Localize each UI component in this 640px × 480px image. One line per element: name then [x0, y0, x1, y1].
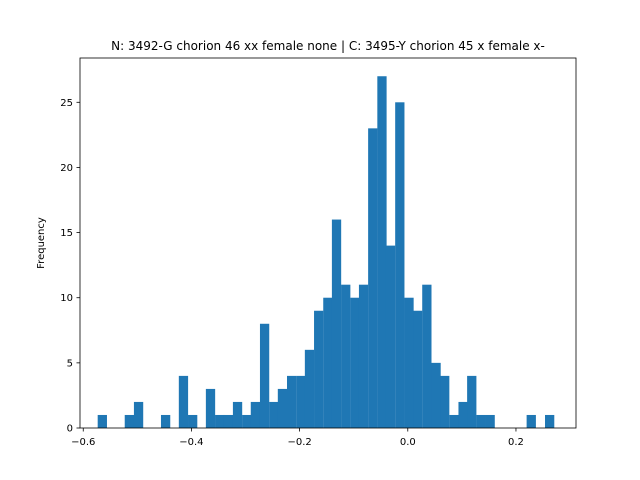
- histogram-bar: [331, 219, 342, 428]
- histogram-bar: [485, 414, 495, 428]
- x-tick-label: 0.2: [508, 437, 524, 448]
- x-tick-label: −0.2: [287, 437, 311, 448]
- histogram-bar: [178, 375, 189, 428]
- histogram-bar: [269, 401, 279, 428]
- histogram-bar: [458, 401, 468, 428]
- x-tick-label: 0.0: [400, 437, 416, 448]
- y-axis-label: Frequency: [36, 217, 47, 269]
- histogram-bar: [223, 414, 233, 428]
- histogram-bar: [188, 414, 198, 428]
- histogram-bar: [304, 349, 315, 428]
- histogram-bar: [97, 414, 107, 428]
- histogram-bar: [385, 245, 396, 428]
- histogram-bar: [160, 414, 171, 428]
- y-tick-label: 15: [60, 228, 73, 239]
- y-tick-label: 0: [67, 424, 73, 435]
- histogram-bar: [323, 297, 333, 428]
- histogram-bar: [350, 297, 360, 428]
- histogram-bar: [440, 375, 450, 428]
- histogram-bar: [277, 388, 288, 428]
- y-tick-label: 10: [60, 293, 73, 304]
- histogram-bar: [215, 414, 225, 428]
- plot-frame: [79, 57, 577, 429]
- histogram-bar: [232, 401, 243, 428]
- histogram-bar: [413, 310, 423, 428]
- x-tick-label: −0.6: [71, 437, 95, 448]
- histogram-bar: [368, 128, 378, 428]
- histogram-bar: [314, 310, 324, 428]
- histogram-bar: [526, 414, 536, 428]
- chart-title: N: 3492-G chorion 46 xx female none | C:…: [111, 39, 545, 53]
- histogram-bar: [377, 76, 387, 429]
- histogram-bar: [449, 414, 459, 428]
- histogram-bars: [97, 76, 555, 429]
- histogram-bar: [287, 375, 297, 428]
- histogram-bar: [296, 375, 306, 428]
- histogram-bar: [242, 414, 252, 428]
- histogram-bar: [395, 102, 405, 429]
- histogram-bar: [358, 284, 369, 428]
- histogram-bar: [404, 297, 414, 428]
- y-tick-label: 25: [60, 98, 73, 109]
- y-tick-label: 20: [60, 163, 73, 174]
- histogram-bar: [422, 284, 432, 428]
- histogram-bar: [205, 388, 216, 428]
- histogram-bar: [545, 414, 555, 428]
- histogram-bar: [341, 284, 351, 428]
- histogram-bar: [259, 323, 270, 428]
- y-tick-label: 5: [67, 358, 73, 369]
- histogram-bar: [133, 401, 144, 428]
- histogram-bar: [250, 401, 261, 428]
- histogram-bar: [431, 362, 441, 428]
- y-axis: 0 5 10 15 20 25: [60, 98, 80, 435]
- x-tick-label: −0.4: [179, 437, 203, 448]
- x-axis: −0.6 −0.4 −0.2 0.0 0.2: [71, 428, 524, 448]
- histogram-bar: [476, 414, 486, 428]
- histogram-bar: [124, 414, 135, 428]
- histogram-bar: [467, 375, 477, 428]
